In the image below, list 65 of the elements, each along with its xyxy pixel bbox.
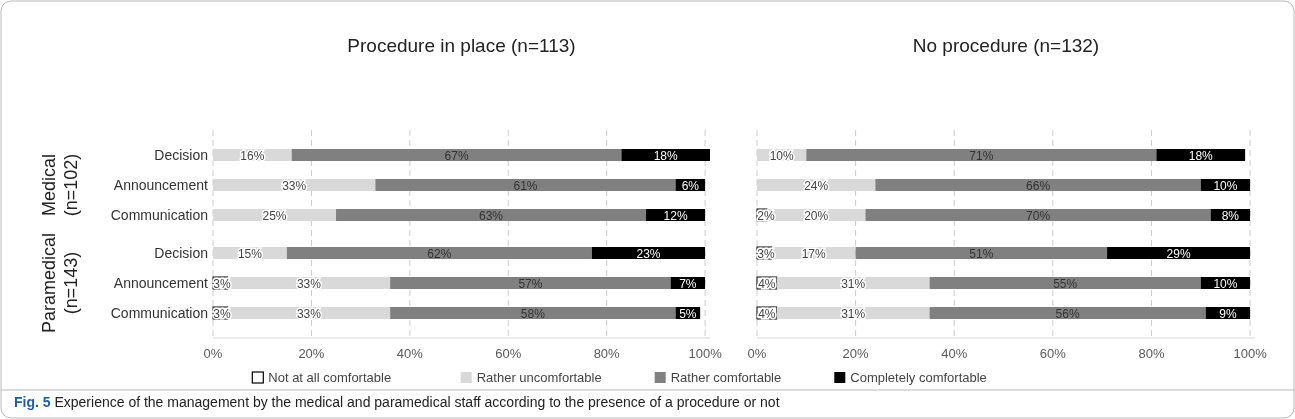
data-label: 18%: [1188, 148, 1214, 163]
data-label: 56%: [1055, 306, 1080, 321]
data-label: 15%: [237, 246, 263, 261]
data-label: 63%: [479, 208, 504, 223]
data-label: 58%: [520, 306, 546, 321]
data-label: 33%: [282, 178, 307, 193]
data-label: 23%: [636, 246, 661, 261]
chart-title: No procedure (n=132): [912, 35, 1100, 56]
data-label: 31%: [841, 276, 866, 291]
data-label: 18%: [653, 148, 679, 163]
data-label: 6%: [681, 178, 700, 193]
x-tick-label: 20%: [298, 346, 325, 361]
data-label: 62%: [427, 246, 452, 261]
data-label: 10%: [769, 148, 794, 163]
y-tick-label: Communication: [110, 305, 208, 321]
data-label: 55%: [1053, 276, 1078, 291]
y-tick-label: Decision: [154, 245, 208, 261]
data-label: 33%: [296, 306, 322, 321]
legend-label: Completely comfortable: [850, 370, 987, 385]
data-label: 4%: [758, 276, 776, 291]
data-label: 10%: [1213, 276, 1238, 291]
data-label: 25%: [262, 208, 287, 223]
data-label: 61%: [513, 178, 538, 193]
y-tick-label: Decision: [154, 147, 208, 163]
x-tick-label: 80%: [593, 346, 621, 361]
x-tick-label: 60%: [1039, 346, 1067, 361]
x-tick-label: 100%: [1233, 346, 1268, 361]
data-label: 57%: [518, 276, 543, 291]
data-label: 16%: [240, 148, 265, 163]
data-label: 5%: [679, 306, 697, 321]
data-label: 10%: [1213, 178, 1238, 193]
x-tick-label: 60%: [495, 346, 522, 361]
data-label: 33%: [296, 276, 322, 291]
chart-title: Procedure in place (n=113): [347, 35, 576, 56]
legend-label: Rather uncomfortable: [476, 370, 602, 385]
x-tick-label: 0%: [203, 346, 223, 361]
x-tick-label: 100%: [688, 346, 723, 361]
x-tick-label: 40%: [941, 346, 968, 361]
data-label: 31%: [841, 306, 866, 321]
data-label: 70%: [1026, 208, 1051, 223]
data-label: 20%: [804, 208, 829, 223]
data-label: 4%: [758, 306, 776, 321]
legend-label: Not at all comfortable: [268, 370, 392, 385]
data-label: 66%: [1026, 178, 1051, 193]
x-tick-label: 80%: [1138, 346, 1165, 361]
y-tick-label: Announcement: [113, 177, 209, 193]
legend-label: Rather comfortable: [670, 370, 782, 385]
data-label: 8%: [1221, 208, 1240, 223]
text: Paramedical (n=143): [39, 232, 81, 334]
data-label: 67%: [444, 148, 469, 163]
y-tick-label: Communication: [110, 207, 208, 223]
data-label: 7%: [679, 276, 697, 291]
data-label: 17%: [801, 246, 827, 261]
caption: Fig. 5 Experience of the management by the medical and paramedical staff according to the presence of a procedure or not: [14, 394, 780, 410]
data-label: 29%: [1166, 246, 1191, 261]
data-label: 71%: [969, 148, 994, 163]
x-tick-label: 0%: [747, 346, 767, 361]
x-tick-label: 20%: [842, 346, 870, 361]
data-label: 12%: [663, 208, 688, 223]
x-tick-label: 40%: [396, 346, 424, 361]
data-label: 51%: [969, 246, 994, 261]
text: Medical (n=102): [39, 153, 81, 217]
data-label: 9%: [1219, 306, 1237, 321]
data-label: 24%: [804, 178, 829, 193]
y-tick-label: Announcement: [113, 275, 209, 291]
